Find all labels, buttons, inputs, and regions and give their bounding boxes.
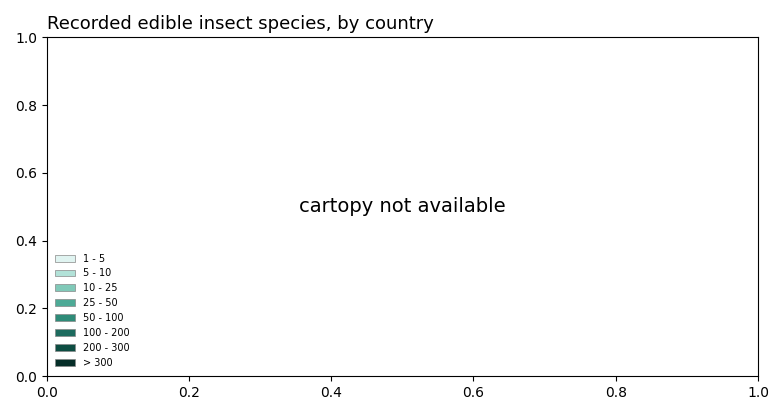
Text: cartopy not available: cartopy not available (299, 197, 506, 216)
Text: Recorded edible insect species, by country: Recorded edible insect species, by count… (47, 15, 434, 33)
Legend: 1 - 5, 5 - 10, 10 - 25, 25 - 50, 50 - 100, 100 - 200, 200 - 300, > 300: 1 - 5, 5 - 10, 10 - 25, 25 - 50, 50 - 10… (52, 249, 133, 371)
